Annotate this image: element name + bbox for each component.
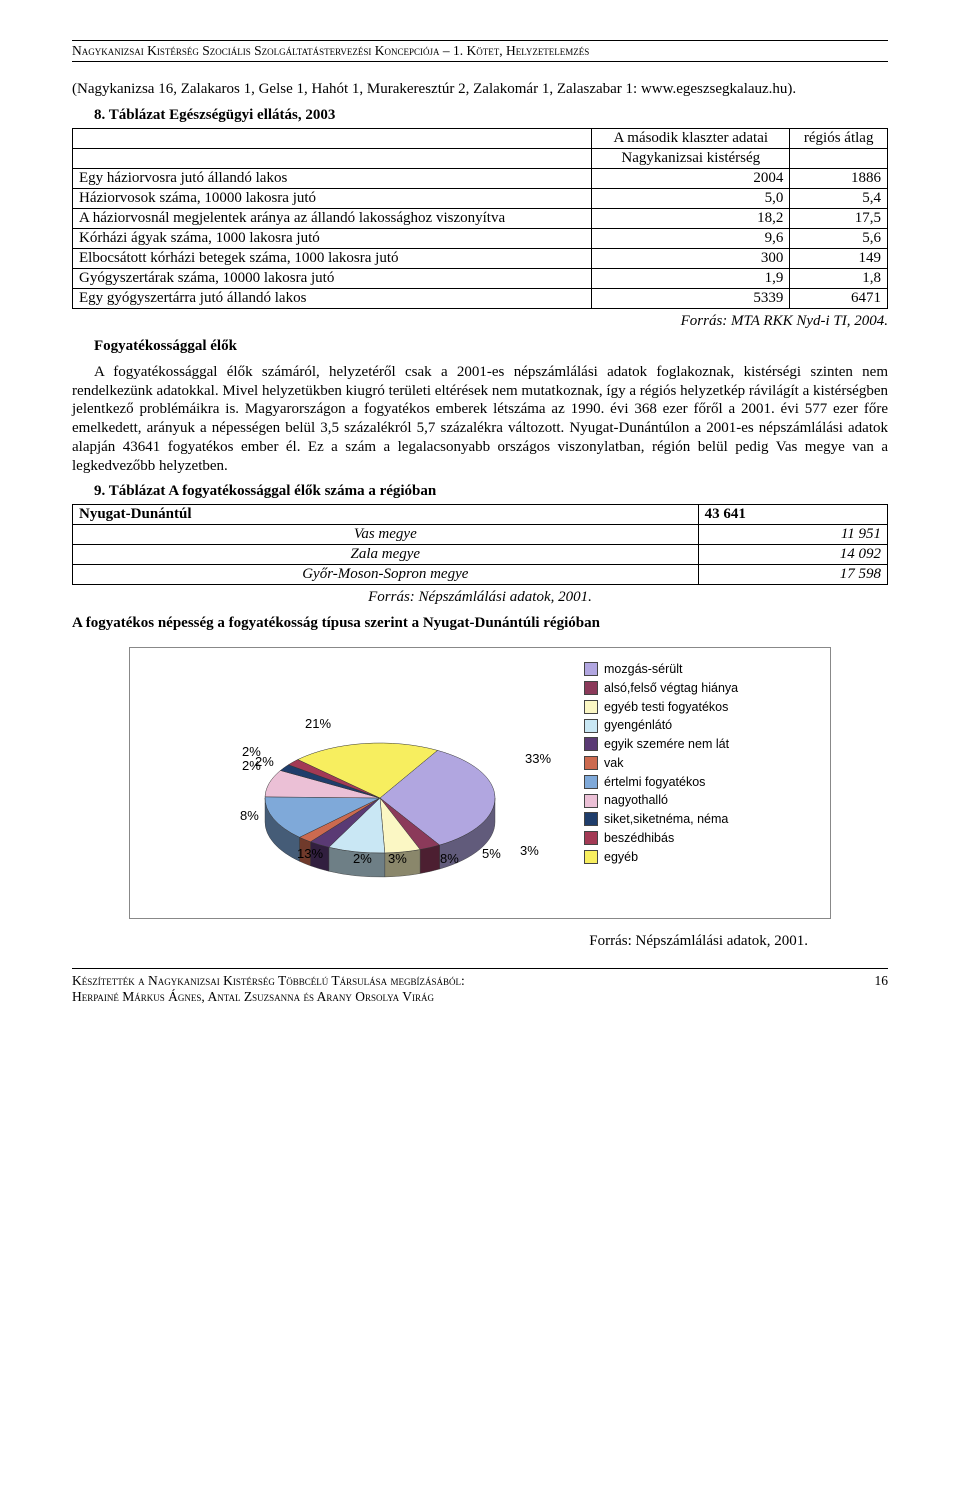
pie-chart: 33%3%5%8%3%2%13%8%2%21%2%2% mozgás-sérül… — [129, 647, 831, 919]
body-paragraph: A fogyatékossággal élők számáról, helyze… — [72, 363, 888, 476]
legend-swatch — [584, 700, 598, 714]
table8-col1: A második klaszter adatai — [592, 128, 790, 148]
table-row-a: 18,2 — [592, 208, 790, 228]
table-row-a: 5339 — [592, 288, 790, 308]
table-row-label: Vas megye — [73, 525, 699, 545]
table-row-label: Elbocsátott kórházi betegek száma, 1000 … — [73, 248, 592, 268]
legend-label: egyéb — [604, 848, 638, 867]
legend-swatch — [584, 775, 598, 789]
table-row-a: 300 — [592, 248, 790, 268]
legend-swatch — [584, 812, 598, 826]
table-row-label: Kórházi ágyak száma, 1000 lakosra jutó — [73, 228, 592, 248]
table8-source: Forrás: MTA RKK Nyd-i TI, 2004. — [72, 313, 888, 330]
table-row-a: 1,9 — [592, 268, 790, 288]
table-row-b: 149 — [790, 248, 888, 268]
page-header: Nagykanizsai Kistérség Szociális Szolgál… — [72, 43, 888, 62]
legend-item: nagyothalló — [584, 791, 814, 810]
table-row-label: Zala megye — [73, 545, 699, 565]
table8: A második klaszter adatai régiós átlag N… — [72, 128, 888, 309]
table-row-val: 17 598 — [698, 565, 887, 585]
page-number: 16 — [875, 973, 889, 989]
legend-label: egyik szemére nem lát — [604, 735, 729, 754]
legend-item: egyik szemére nem lát — [584, 735, 814, 754]
subheading-fogyatekossaggal: Fogyatékossággal élők — [94, 338, 888, 355]
table-row-b: 17,5 — [790, 208, 888, 228]
legend-label: értelmi fogyatékos — [604, 773, 705, 792]
legend-label: mozgás-sérült — [604, 660, 683, 679]
table-row-a: 2004 — [592, 168, 790, 188]
table-row-label: Háziorvosok száma, 10000 lakosra jutó — [73, 188, 592, 208]
legend-label: nagyothalló — [604, 791, 668, 810]
table8-title: 8. Táblázat Egészségügyi ellátás, 2003 — [72, 107, 888, 124]
table-row-b: 5,6 — [790, 228, 888, 248]
legend-swatch — [584, 850, 598, 864]
table9: Nyugat-Dunántúl 43 641Vas megye 11 951Za… — [72, 504, 888, 585]
page-footer: Készítették a Nagykanizsai Kistérség Töb… — [72, 968, 888, 1005]
table9-source: Forrás: Népszámlálási adatok, 2001. — [72, 589, 888, 606]
chart-legend: mozgás-sérültalsó,felső végtag hiányaegy… — [584, 660, 814, 866]
chart-source: Forrás: Népszámlálási adatok, 2001. — [72, 933, 808, 950]
intro-paragraph: (Nagykanizsa 16, Zalakaros 1, Gelse 1, H… — [72, 80, 888, 99]
table-row-val: 43 641 — [698, 505, 887, 525]
legend-item: egyéb — [584, 848, 814, 867]
table-row-val: 11 951 — [698, 525, 887, 545]
table-row-b: 1,8 — [790, 268, 888, 288]
svg-text:8%: 8% — [440, 851, 459, 866]
footer-line2: Herpainé Márkus Ágnes, Antal Zsuzsanna é… — [72, 989, 434, 1004]
svg-text:33%: 33% — [525, 751, 551, 766]
table-row-a: 5,0 — [592, 188, 790, 208]
table-row-val: 14 092 — [698, 545, 887, 565]
legend-item: mozgás-sérült — [584, 660, 814, 679]
legend-label: gyengénlátó — [604, 716, 672, 735]
svg-text:2%: 2% — [255, 754, 274, 769]
svg-text:2%: 2% — [353, 851, 372, 866]
table9-title: 9. Táblázat A fogyatékossággal élők szám… — [72, 483, 888, 500]
legend-label: siket,siketnéma, néma — [604, 810, 728, 829]
table-row-label: A háziorvosnál megjelentek aránya az áll… — [73, 208, 592, 228]
legend-label: beszédhibás — [604, 829, 674, 848]
chart-title: A fogyatékos népesség a fogyatékosság tí… — [72, 614, 888, 633]
table-row-label: Nyugat-Dunántúl — [73, 505, 699, 525]
svg-text:13%: 13% — [297, 846, 323, 861]
legend-item: egyéb testi fogyatékos — [584, 698, 814, 717]
legend-swatch — [584, 794, 598, 808]
table-row-b: 6471 — [790, 288, 888, 308]
legend-label: egyéb testi fogyatékos — [604, 698, 728, 717]
table-row-b: 5,4 — [790, 188, 888, 208]
table-row-label: Egy gyógyszertárra jutó állandó lakos — [73, 288, 592, 308]
table8-col2: régiós átlag — [790, 128, 888, 148]
svg-text:3%: 3% — [388, 851, 407, 866]
legend-swatch — [584, 719, 598, 733]
footer-line1: Készítették a Nagykanizsai Kistérség Töb… — [72, 973, 465, 988]
legend-swatch — [584, 756, 598, 770]
table-row-a: 9,6 — [592, 228, 790, 248]
legend-swatch — [584, 831, 598, 845]
legend-item: beszédhibás — [584, 829, 814, 848]
svg-text:5%: 5% — [482, 846, 501, 861]
legend-item: értelmi fogyatékos — [584, 773, 814, 792]
legend-swatch — [584, 737, 598, 751]
legend-item: alsó,felső végtag hiánya — [584, 679, 814, 698]
legend-item: gyengénlátó — [584, 716, 814, 735]
table8-sub: Nagykanizsai kistérség — [592, 148, 790, 168]
table-row-label: Győr-Moson-Sopron megye — [73, 565, 699, 585]
legend-label: alsó,felső végtag hiánya — [604, 679, 738, 698]
legend-label: vak — [604, 754, 623, 773]
svg-text:21%: 21% — [305, 716, 331, 731]
table-row-label: Egy háziorvosra jutó állandó lakos — [73, 168, 592, 188]
legend-swatch — [584, 662, 598, 676]
legend-swatch — [584, 681, 598, 695]
svg-text:3%: 3% — [520, 843, 539, 858]
svg-text:8%: 8% — [240, 808, 259, 823]
legend-item: vak — [584, 754, 814, 773]
table-row-b: 1886 — [790, 168, 888, 188]
legend-item: siket,siketnéma, néma — [584, 810, 814, 829]
table-row-label: Gyógyszertárak száma, 10000 lakosra jutó — [73, 268, 592, 288]
